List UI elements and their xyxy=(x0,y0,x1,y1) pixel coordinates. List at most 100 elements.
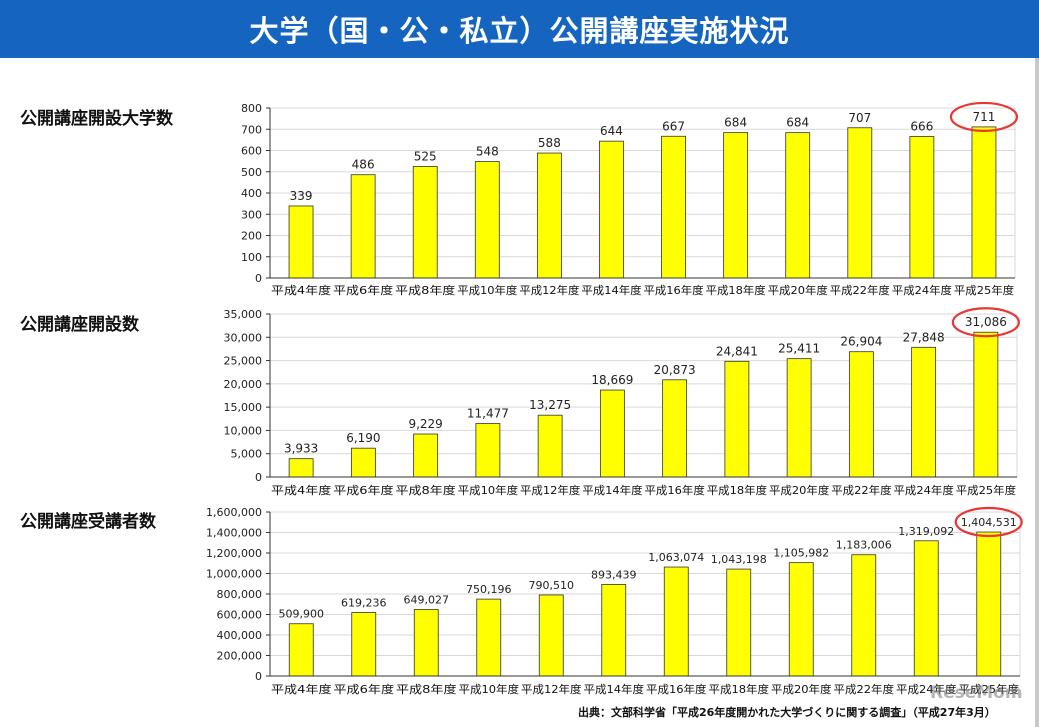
x-tick-label: 平成8年度 xyxy=(396,682,457,696)
data-label: 1,404,531 xyxy=(961,516,1017,529)
bar xyxy=(848,351,874,478)
data-label: 711 xyxy=(973,110,996,124)
chart-courses: 0 5,000 10,000 15,000 20,000 25,000 30,000 35,0… xyxy=(224,307,1020,497)
x-tick-label: 平成20年度 xyxy=(768,283,828,297)
chart-3-title: 公開講座受講者数 xyxy=(20,512,156,532)
y-tick-label: 400,000 xyxy=(217,629,263,642)
data-label: 588 xyxy=(538,136,561,150)
x-tick-label: 平成6年度 xyxy=(333,483,393,497)
x-tick-label: 平成18年度 xyxy=(706,283,766,297)
highlight-circle xyxy=(949,101,1019,133)
x-tick-label: 平成14年度 xyxy=(584,682,645,696)
y-tick-label: 200,000 xyxy=(217,650,263,663)
data-label: 31,086 xyxy=(965,315,1007,329)
y-tick-label: 400 xyxy=(241,187,262,200)
bar xyxy=(412,166,438,279)
bar xyxy=(661,135,686,279)
x-tick-label: 平成14年度 xyxy=(581,283,641,297)
x-tick-label: 平成18年度 xyxy=(707,483,767,497)
x-tick-label: 平成24年度 xyxy=(894,483,954,497)
x-tick-label: 平成16年度 xyxy=(645,483,705,497)
chart-participants: 0 200,000 400,000 600,000 800,000 1,000,000 1,… xyxy=(206,506,1023,696)
x-tick-label: 平成22年度 xyxy=(831,483,891,497)
data-label: 6,190 xyxy=(346,431,380,445)
data-label: 1,043,198 xyxy=(711,553,767,566)
bar xyxy=(973,331,999,478)
x-tick-label: 平成4年度 xyxy=(271,283,331,297)
y-tick-label: 20,000 xyxy=(224,378,263,391)
chart-2-title: 公開講座開設数 xyxy=(20,315,139,335)
y-tick-label: 1,000,000 xyxy=(206,568,262,581)
bar xyxy=(601,584,627,677)
y-tick-label: 1,600,000 xyxy=(206,506,262,519)
bar xyxy=(662,379,688,478)
x-tick-label: 平成24年度 xyxy=(896,682,957,696)
data-label: 548 xyxy=(476,145,499,159)
data-label: 1,063,074 xyxy=(648,551,704,564)
data-label: 13,275 xyxy=(529,398,571,412)
data-label: 509,900 xyxy=(279,608,325,621)
content-area xyxy=(0,58,1039,727)
y-tick-label: 600,000 xyxy=(217,609,263,622)
bar xyxy=(971,126,997,279)
x-tick-label: 平成22年度 xyxy=(834,682,895,696)
x-tick-label: 平成25年度 xyxy=(954,283,1014,297)
x-tick-label: 平成4年度 xyxy=(271,682,332,696)
x-tick-label: 平成22年度 xyxy=(830,283,890,297)
data-label: 649,027 xyxy=(404,593,450,606)
x-tick-label: 平成25年度 xyxy=(959,682,1020,696)
bar xyxy=(785,132,811,279)
y-tick-label: 15,000 xyxy=(224,401,263,414)
x-tick-label: 平成12年度 xyxy=(519,283,579,297)
x-tick-label: 平成10年度 xyxy=(458,483,518,497)
data-label: 27,848 xyxy=(903,330,945,344)
data-label: 684 xyxy=(786,116,809,130)
data-label: 525 xyxy=(414,149,437,163)
bar xyxy=(413,609,439,677)
bar xyxy=(847,127,873,279)
x-tick-label: 平成8年度 xyxy=(395,283,455,297)
title-banner: 大学（国・公・私立）公開講座実施状況 xyxy=(0,0,1039,58)
bar xyxy=(599,389,625,478)
bar xyxy=(537,414,563,478)
data-label: 25,411 xyxy=(778,342,820,356)
y-tick-label: 1,400,000 xyxy=(206,527,262,540)
page-title: 大学（国・公・私立）公開講座実施状況 xyxy=(249,14,790,48)
highlight-circle xyxy=(951,307,1020,338)
highlight-circle xyxy=(954,506,1023,538)
bar xyxy=(288,458,314,478)
bar xyxy=(351,612,377,677)
bar xyxy=(538,594,564,677)
data-label: 1,319,092 xyxy=(898,525,954,538)
y-tick-label: 800,000 xyxy=(217,588,263,601)
data-label: 644 xyxy=(600,124,623,138)
data-label: 893,439 xyxy=(591,568,637,581)
data-label: 339 xyxy=(290,189,313,203)
chart-1-title: 公開講座開設大学数 xyxy=(20,109,173,129)
bar xyxy=(723,132,749,279)
bar xyxy=(288,623,314,677)
x-tick-label: 平成16年度 xyxy=(644,283,704,297)
data-label: 684 xyxy=(724,116,747,130)
y-tick-label: 600 xyxy=(241,145,262,158)
data-label: 26,904 xyxy=(840,335,882,349)
bar xyxy=(724,360,750,478)
x-tick-label: 平成14年度 xyxy=(582,483,642,497)
data-label: 3,933 xyxy=(284,442,318,456)
bar xyxy=(911,346,937,478)
x-tick-label: 平成20年度 xyxy=(769,483,829,497)
y-tick-label: 500 xyxy=(241,166,262,179)
y-tick-label: 1,200,000 xyxy=(206,547,262,560)
x-tick-label: 平成18年度 xyxy=(709,682,770,696)
bar xyxy=(913,540,939,677)
watermark: ReseMom xyxy=(930,683,1023,703)
bar xyxy=(350,174,376,279)
bar xyxy=(476,598,502,677)
bar xyxy=(726,568,752,677)
data-label: 486 xyxy=(352,158,375,172)
x-tick-label: 平成4年度 xyxy=(271,483,331,497)
y-tick-label: 10,000 xyxy=(224,424,263,437)
x-tick-label: 平成12年度 xyxy=(520,483,580,497)
bar xyxy=(350,447,376,478)
x-tick-label: 平成6年度 xyxy=(333,283,393,297)
